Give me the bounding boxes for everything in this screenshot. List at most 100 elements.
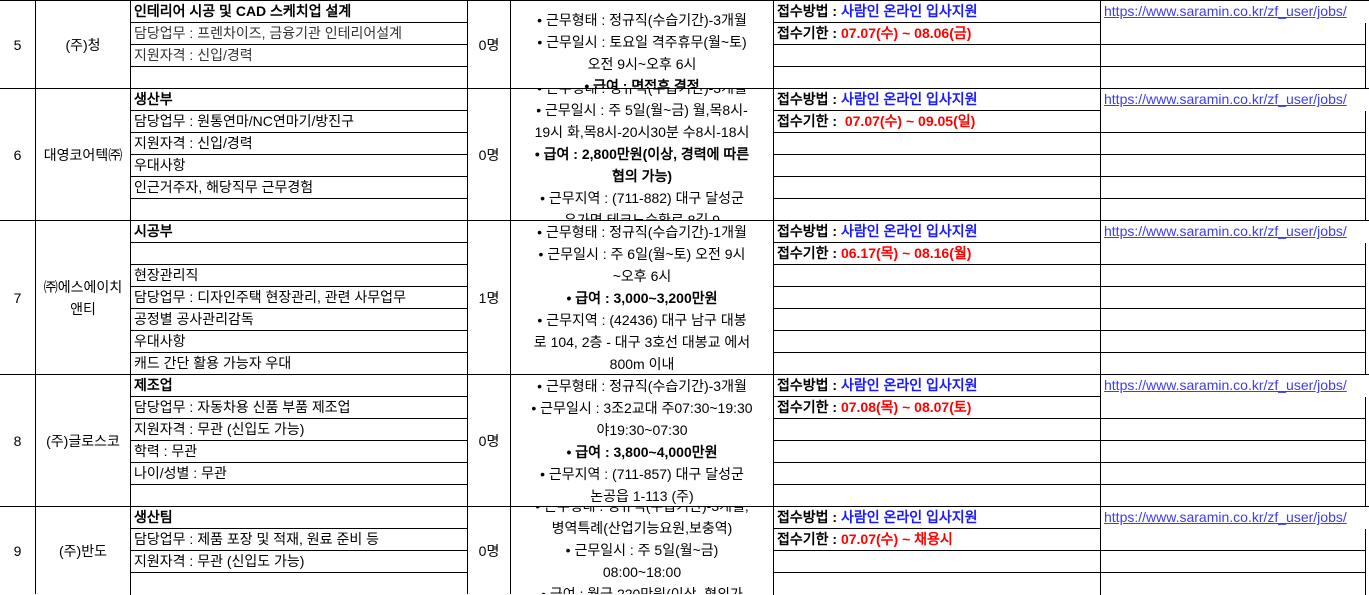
empty-cell[interactable] (1100, 155, 1366, 177)
company-cell[interactable]: ㈜에스에이치 앤티 (35, 221, 130, 374)
job-posting-link[interactable]: https://www.saramin.co.kr/zf_user/jobs/ (1104, 3, 1347, 19)
apply-method-cell[interactable]: 접수방법 : 사람인 온라인 입사지원 (773, 1, 1100, 23)
conditions-cell[interactable]: • 근무형태 : 정규직(수습기간)-3개월 • 근무일시 : 주 5일(월~금)… (510, 89, 773, 220)
empty-cell[interactable] (1100, 463, 1366, 485)
apply-method-cell[interactable]: 접수방법 : 사람인 온라인 입사지원 (773, 507, 1100, 529)
conditions-cell[interactable]: • 근무형태 : 정규직(수습기간)-1개월 • 근무일시 : 주 6일(월~토)… (510, 221, 773, 374)
empty-cell[interactable] (773, 265, 1100, 287)
detail-line[interactable]: 지원자격 : 무관 (신입도 가능) (130, 419, 467, 441)
empty-cell[interactable] (1100, 331, 1366, 353)
detail-line[interactable]: 생산팀 (130, 507, 467, 529)
job-posting-link[interactable]: https://www.saramin.co.kr/zf_user/jobs/ (1104, 509, 1347, 525)
empty-cell[interactable] (773, 309, 1100, 331)
headcount-cell[interactable]: 0명 (467, 375, 510, 506)
detail-line[interactable]: 지원자격 : 신입/경력 (130, 133, 467, 155)
detail-line[interactable]: 공정별 공사관리감독 (130, 309, 467, 331)
empty-cell[interactable] (773, 287, 1100, 309)
empty-cell[interactable] (1100, 199, 1366, 221)
job-posting-link[interactable]: https://www.saramin.co.kr/zf_user/jobs/ (1104, 223, 1347, 239)
deadline-cell[interactable]: 접수기한 : 07.07(수) ~ 08.06(금) (773, 23, 1100, 45)
deadline-cell[interactable]: 접수기한 : 07.08(목) ~ 08.07(토) (773, 397, 1100, 419)
conditions-cell[interactable]: • 근무형태 : 정규직(수습기간)-3개월 • 근무일시 : 3조2교대 주07… (510, 375, 773, 506)
empty-cell[interactable] (1100, 529, 1366, 551)
link-cell[interactable]: https://www.saramin.co.kr/zf_user/jobs/ (1100, 89, 1369, 111)
link-cell[interactable]: https://www.saramin.co.kr/zf_user/jobs/ (1100, 221, 1369, 243)
company-cell[interactable]: (주)반도 (35, 507, 130, 594)
company-cell[interactable]: (주)청 (35, 1, 130, 88)
empty-cell[interactable] (773, 441, 1100, 463)
empty-cell[interactable] (1100, 265, 1366, 287)
headcount-cell[interactable]: 0명 (467, 507, 510, 594)
row-number-cell[interactable]: 6 (0, 89, 35, 220)
detail-line[interactable] (130, 243, 467, 265)
empty-cell[interactable] (773, 419, 1100, 441)
empty-cell[interactable] (1100, 133, 1366, 155)
empty-cell[interactable] (773, 331, 1100, 353)
empty-cell[interactable] (1100, 309, 1366, 331)
deadline-cell[interactable]: 접수기한 : 07.07(수) ~ 채용시 (773, 529, 1100, 551)
detail-line[interactable]: 인근거주자, 해당직무 근무경험 (130, 177, 467, 199)
detail-line[interactable]: 담당업무 : 원통연마/NC연마기/방진구 (130, 111, 467, 133)
company-cell[interactable]: (주)글로스코 (35, 375, 130, 506)
empty-cell[interactable] (1100, 111, 1366, 133)
empty-cell[interactable] (773, 485, 1100, 507)
deadline-cell[interactable]: 접수기한 : 07.07(수) ~ 09.05(일) (773, 111, 1100, 133)
empty-cell[interactable] (1100, 287, 1366, 309)
empty-cell[interactable] (773, 353, 1100, 375)
empty-cell[interactable] (1100, 67, 1366, 89)
apply-method-cell[interactable]: 접수방법 : 사람인 온라인 입사지원 (773, 375, 1100, 397)
headcount-cell[interactable]: 1명 (467, 221, 510, 374)
apply-method-cell[interactable]: 접수방법 : 사람인 온라인 입사지원 (773, 89, 1100, 111)
empty-cell[interactable] (773, 67, 1100, 89)
company-cell[interactable]: 대영코어텍㈜ (35, 89, 130, 220)
empty-cell[interactable] (1100, 45, 1366, 67)
empty-cell[interactable] (1100, 23, 1366, 45)
empty-cell[interactable] (773, 199, 1100, 221)
detail-line[interactable]: 담당업무 : 프렌차이즈, 금융기관 인테리어설계 (130, 23, 467, 45)
detail-line[interactable]: 우대사항 (130, 155, 467, 177)
detail-line[interactable]: 담당업무 : 제품 포장 및 적재, 원료 준비 등 (130, 529, 467, 551)
empty-cell[interactable] (1100, 353, 1366, 375)
job-posting-link[interactable]: https://www.saramin.co.kr/zf_user/jobs/ (1104, 377, 1347, 393)
row-number-cell[interactable]: 9 (0, 507, 35, 594)
detail-line[interactable]: 우대사항 (130, 331, 467, 353)
apply-method-cell[interactable]: 접수방법 : 사람인 온라인 입사지원 (773, 221, 1100, 243)
headcount-cell[interactable]: 0명 (467, 1, 510, 88)
empty-cell[interactable] (1100, 441, 1366, 463)
detail-line[interactable]: 담당업무 : 디자인주택 현장관리, 관련 사무업무 (130, 287, 467, 309)
detail-line[interactable]: 시공부 (130, 221, 467, 243)
empty-cell[interactable] (773, 133, 1100, 155)
empty-cell[interactable] (1100, 177, 1366, 199)
link-cell[interactable]: https://www.saramin.co.kr/zf_user/jobs/ (1100, 1, 1369, 23)
empty-cell[interactable] (1100, 485, 1366, 507)
job-posting-link[interactable]: https://www.saramin.co.kr/zf_user/jobs/ (1104, 91, 1347, 107)
headcount-cell[interactable]: 0명 (467, 89, 510, 220)
detail-line[interactable]: 지원자격 : 무관 (신입도 가능) (130, 551, 467, 573)
detail-line[interactable]: 인테리어 시공 및 CAD 스케치업 설계 (130, 1, 467, 23)
detail-line[interactable]: 제조업 (130, 375, 467, 397)
row-number-cell[interactable]: 7 (0, 221, 35, 374)
empty-cell[interactable] (773, 177, 1100, 199)
detail-line[interactable] (130, 485, 467, 507)
detail-line[interactable]: 현장관리직 (130, 265, 467, 287)
empty-cell[interactable] (1100, 573, 1366, 595)
empty-cell[interactable] (773, 463, 1100, 485)
empty-cell[interactable] (773, 155, 1100, 177)
conditions-cell[interactable]: • 근무형태 : 정규직(수습기간)-3개월, 병역특례(산업기능요원,보충역) •… (510, 507, 773, 594)
detail-line[interactable] (130, 573, 467, 595)
detail-line[interactable]: 생산부 (130, 89, 467, 111)
detail-line[interactable]: 담당업무 : 자동차용 신품 부품 제조업 (130, 397, 467, 419)
detail-line[interactable]: 캐드 간단 활용 가능자 우대 (130, 353, 467, 375)
row-number-cell[interactable]: 8 (0, 375, 35, 506)
deadline-cell[interactable]: 접수기한 : 06.17(목) ~ 08.16(월) (773, 243, 1100, 265)
detail-line[interactable]: 나이/성별 : 무관 (130, 463, 467, 485)
empty-cell[interactable] (773, 551, 1100, 573)
conditions-cell[interactable]: • 근무형태 : 정규직(수습기간)-3개월 • 근무일시 : 토요일 격주휴무(… (510, 1, 773, 88)
link-cell[interactable]: https://www.saramin.co.kr/zf_user/jobs/ (1100, 507, 1369, 529)
empty-cell[interactable] (1100, 419, 1366, 441)
detail-line[interactable]: 학력 : 무관 (130, 441, 467, 463)
detail-line[interactable]: 지원자격 : 신입/경력 (130, 45, 467, 67)
empty-cell[interactable] (1100, 243, 1366, 265)
row-number-cell[interactable]: 5 (0, 1, 35, 88)
detail-line[interactable] (130, 67, 467, 89)
